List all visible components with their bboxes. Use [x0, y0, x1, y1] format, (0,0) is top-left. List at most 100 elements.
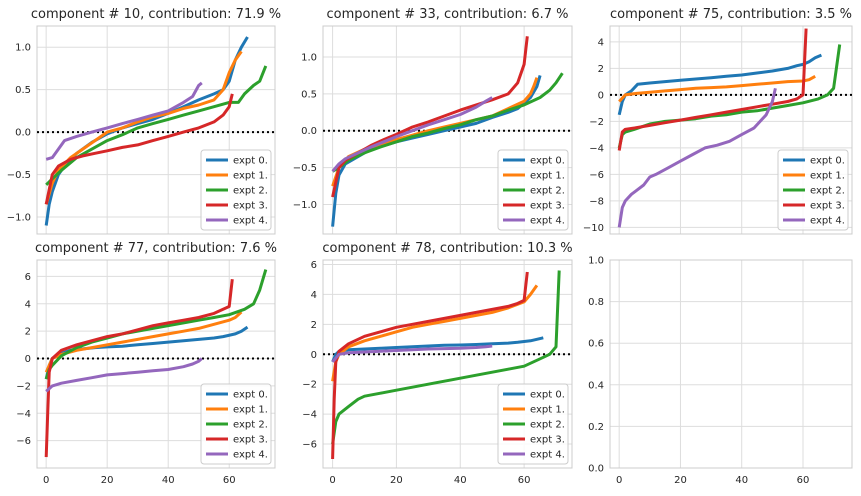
- chart-title: component # 10, contribution: 71.9 %: [31, 7, 281, 22]
- y-tick-label: 0: [311, 350, 317, 361]
- legend-label: expt 1.: [810, 171, 845, 182]
- legend-box: [777, 149, 849, 231]
- y-tick-label: 0.4: [588, 380, 604, 391]
- y-tick-label: 0.0: [301, 126, 317, 137]
- y-tick-label: 2: [311, 320, 317, 331]
- y-tick-label: 0.5: [15, 85, 31, 96]
- y-tick-label: 0.8: [588, 297, 604, 308]
- legend-label: expt 4.: [233, 450, 268, 461]
- legend-label: expt 4.: [530, 450, 565, 461]
- legend-label: expt 2.: [233, 186, 268, 197]
- series-line-expt-3: [44, 93, 234, 205]
- y-tick-label: 1.0: [588, 256, 604, 267]
- y-tick-label: 0.0: [15, 128, 31, 139]
- x-tick-label: 40: [162, 475, 175, 486]
- series-line-expt-4: [331, 96, 493, 173]
- legend: expt 0. expt 1. expt 2. expt 3. expt 4.: [777, 149, 849, 231]
- y-tick-label: −0.5: [293, 163, 317, 174]
- legend: expt 0. expt 1. expt 2. expt 3. expt 4.: [497, 149, 569, 231]
- series-line-expt-3: [617, 28, 808, 151]
- series-line-expt-2: [331, 270, 561, 445]
- chart-title: component # 77, contribution: 7.6 %: [35, 241, 277, 256]
- legend-label: expt 3.: [233, 201, 268, 212]
- legend-label: expt 0.: [530, 156, 565, 167]
- series-line-expt-1: [44, 310, 243, 373]
- x-tick-label: 40: [454, 475, 467, 486]
- chart-title: component # 78, contribution: 10.3 %: [322, 241, 572, 256]
- series-line-expt-4: [331, 344, 493, 363]
- x-tick-label: 0: [616, 475, 622, 486]
- y-tick-label: −2: [16, 381, 31, 392]
- series-line-expt-0: [331, 336, 544, 363]
- legend-label: expt 0.: [233, 156, 268, 167]
- legend-label: expt 4.: [810, 216, 845, 227]
- axes-frame: [36, 25, 276, 235]
- legend-label: expt 4.: [530, 216, 565, 227]
- legend: expt 0. expt 1. expt 2. expt 3. expt 4.: [200, 149, 272, 231]
- y-tick-label: 4: [25, 299, 31, 310]
- y-tick-label: −8: [589, 196, 604, 207]
- x-tick-label: 20: [101, 475, 114, 486]
- legend-label: expt 1.: [530, 405, 565, 416]
- y-tick-label: −6: [589, 170, 604, 181]
- series-line-expt-1: [618, 74, 816, 103]
- axes-frame: [322, 259, 573, 469]
- legend-box: [200, 149, 272, 231]
- y-tick-label: 6: [25, 272, 31, 283]
- y-tick-label: 0.5: [301, 89, 317, 100]
- x-tick-label: 40: [735, 475, 748, 486]
- chart-title: component # 33, contribution: 6.7 %: [327, 7, 569, 22]
- chart-title: component # 75, contribution: 3.5 %: [610, 7, 852, 22]
- y-tick-label: −4: [16, 409, 31, 420]
- legend-box: [497, 383, 569, 465]
- y-tick-label: 0.2: [588, 422, 604, 433]
- legend-box: [200, 383, 272, 465]
- y-tick-label: −1.0: [293, 200, 317, 211]
- series-line-expt-4: [45, 357, 203, 393]
- series-line-expt-1: [331, 284, 539, 382]
- y-tick-label: 4: [598, 37, 604, 48]
- legend-label: expt 3.: [810, 201, 845, 212]
- y-tick-label: −2: [302, 380, 317, 391]
- legend-label: expt 2.: [233, 420, 268, 431]
- y-tick-label: 1.0: [15, 43, 31, 54]
- x-tick-label: 60: [518, 475, 531, 486]
- legend-label: expt 0.: [233, 390, 268, 401]
- y-tick-label: −4: [589, 143, 604, 154]
- series-line-expt-3: [44, 279, 234, 458]
- series-line-expt-0: [617, 53, 822, 116]
- legend-label: expt 1.: [530, 171, 565, 182]
- y-tick-label: 0: [25, 354, 31, 365]
- legend-label: expt 2.: [810, 186, 845, 197]
- legend-label: expt 0.: [810, 156, 845, 167]
- axes-frame: [36, 259, 276, 469]
- series-line-expt-2: [44, 269, 268, 380]
- chart-panel-6: 0.0 0.2 0.4 0.6 0.8 1.0 0 20 40 60: [588, 256, 853, 486]
- y-tick-label: 2: [25, 327, 31, 338]
- y-tick-label: −6: [302, 440, 317, 451]
- series-line-expt-4: [45, 81, 203, 161]
- y-tick-label: −6: [16, 436, 31, 447]
- x-tick-label: 60: [223, 475, 236, 486]
- legend-label: expt 0.: [530, 390, 565, 401]
- x-tick-label: 20: [674, 475, 687, 486]
- legend-label: expt 4.: [233, 216, 268, 227]
- legend: expt 0. expt 1. expt 2. expt 3. expt 4.: [497, 383, 569, 465]
- legend-label: expt 2.: [530, 186, 565, 197]
- legend-label: expt 3.: [233, 435, 268, 446]
- series-line-expt-2: [331, 72, 564, 173]
- axes-frame: [609, 25, 853, 235]
- chart-panel-2: −1.0 −0.5 0.0 0.5 1.0 component # 33, contrib…: [293, 7, 573, 235]
- y-tick-label: 0: [598, 90, 604, 101]
- y-tick-label: −1.0: [7, 213, 31, 224]
- y-tick-label: 4: [311, 290, 317, 301]
- x-tick-label: 20: [390, 475, 403, 486]
- series-line-expt-4: [617, 87, 777, 228]
- y-tick-label: 6: [311, 260, 317, 271]
- x-tick-label: 0: [43, 475, 49, 486]
- legend-box: [497, 149, 569, 231]
- y-tick-label: −10: [583, 223, 604, 234]
- legend-label: expt 2.: [530, 420, 565, 431]
